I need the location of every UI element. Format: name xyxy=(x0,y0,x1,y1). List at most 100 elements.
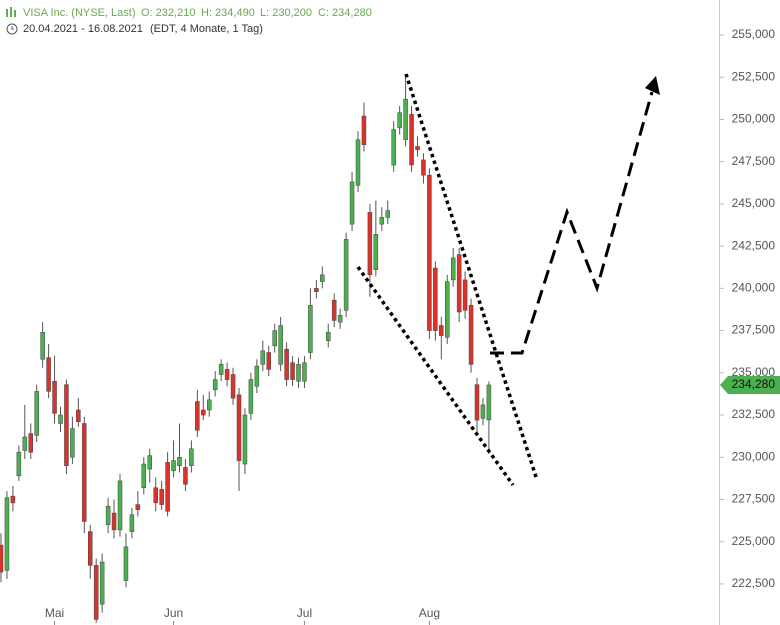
icon xyxy=(10,7,12,17)
candle-body xyxy=(82,423,87,522)
dashed-projection xyxy=(490,91,654,355)
candle-body xyxy=(326,332,331,341)
candle-body xyxy=(171,460,176,472)
candle-body xyxy=(0,544,4,573)
candle-body xyxy=(462,279,468,311)
candle-body xyxy=(93,565,99,620)
candle-body xyxy=(141,463,147,488)
x-tick-label: Jul xyxy=(297,606,312,620)
candle-body xyxy=(427,174,432,331)
icon xyxy=(14,10,16,17)
x-tick-label: Jun xyxy=(164,606,183,620)
annotations xyxy=(356,73,660,487)
candle-body xyxy=(361,115,367,146)
y-tick-label: 222,500 xyxy=(732,576,776,590)
candle-body xyxy=(212,379,218,390)
candle-body xyxy=(480,404,486,419)
y-tick-label: 247,500 xyxy=(732,154,776,168)
candle-body xyxy=(159,489,164,505)
candle-body xyxy=(272,330,277,347)
candle-body xyxy=(391,129,396,166)
candle-body xyxy=(397,112,402,129)
close-text: C: 234,280 xyxy=(318,7,372,19)
candle-body xyxy=(439,325,444,336)
low-text: L: 230,200 xyxy=(260,7,312,19)
candle-body xyxy=(123,546,129,581)
candle-body xyxy=(153,487,158,504)
candle-body xyxy=(415,146,420,151)
candle-body xyxy=(58,414,63,424)
candle-body xyxy=(296,364,301,382)
candle-body xyxy=(28,433,33,453)
high-text: H: 234,490 xyxy=(201,7,255,19)
date-range: 20.04.2021 - 16.08.2021 xyxy=(23,23,143,35)
candle-body xyxy=(355,139,361,186)
x-tick-label: Mai xyxy=(45,606,64,620)
candle-body xyxy=(76,409,81,423)
y-tick-label: 255,000 xyxy=(732,27,776,41)
candle-body xyxy=(230,374,236,399)
candle-body xyxy=(16,451,22,477)
y-tick-label: 250,000 xyxy=(732,112,776,126)
y-tick-label: 245,000 xyxy=(732,196,776,210)
arrow-head xyxy=(645,76,660,95)
candle-body xyxy=(290,362,295,380)
open-text: O: 232,210 xyxy=(141,7,195,19)
candle-body xyxy=(385,210,390,218)
candle-body xyxy=(450,257,456,281)
y-tick-label: 252,500 xyxy=(732,69,776,83)
icon xyxy=(6,9,8,17)
y-tick-label: 240,000 xyxy=(732,281,776,295)
clock-icon xyxy=(6,23,18,35)
candle-body xyxy=(129,514,135,532)
dotted-trendline xyxy=(356,265,515,487)
candle-body xyxy=(165,462,170,512)
candle-body xyxy=(189,448,194,466)
candle-body xyxy=(320,274,325,282)
instrument: VISA Inc. (NYSE, Last) xyxy=(23,7,136,19)
candle-body xyxy=(266,352,271,370)
range-info: (EDT, 4 Monate, 1 Tag) xyxy=(150,23,263,35)
last-price-marker xyxy=(720,375,780,394)
y-tick-label: 235,000 xyxy=(732,365,776,379)
header: VISA Inc. (NYSE, Last) O: 232,210 H: 234… xyxy=(6,7,372,35)
candle-body xyxy=(177,457,182,466)
candle-body xyxy=(22,436,28,451)
y-tick-label: 237,500 xyxy=(732,323,776,337)
candle-body xyxy=(248,379,254,414)
candle-body xyxy=(46,357,51,392)
candle-body xyxy=(445,281,450,338)
candle-body xyxy=(105,506,111,526)
dotted-trendline xyxy=(404,73,539,481)
candle-body xyxy=(421,159,426,176)
candle-body xyxy=(183,467,188,485)
candle-body xyxy=(302,362,307,382)
candle-body xyxy=(403,98,408,140)
candle-body xyxy=(218,364,224,375)
candle-body xyxy=(278,325,283,365)
candle-body xyxy=(308,304,313,353)
candle-body xyxy=(135,504,141,510)
candle-body xyxy=(88,531,93,566)
x-tick-label: Aug xyxy=(419,606,440,620)
candle-body xyxy=(34,391,39,436)
candle-body xyxy=(337,315,343,323)
candle-body xyxy=(99,561,105,605)
candle-body xyxy=(117,480,123,531)
y-tick-label: 232,500 xyxy=(732,407,776,421)
y-tick-label: 227,500 xyxy=(732,492,776,506)
y-tick-label: 230,000 xyxy=(732,449,776,463)
y-tick-label: 225,000 xyxy=(732,534,776,548)
candle-body xyxy=(111,512,117,531)
candle-body xyxy=(242,414,248,465)
candle-body xyxy=(201,409,206,416)
candle-body xyxy=(64,384,69,466)
candle-body xyxy=(147,455,152,470)
candle-body xyxy=(373,234,379,271)
candle-body xyxy=(409,114,414,166)
candle-body xyxy=(260,350,266,365)
candle-body xyxy=(331,299,337,321)
candle-body xyxy=(284,348,289,380)
candle-body xyxy=(254,365,260,387)
last-price-label: 234,280 xyxy=(732,377,776,391)
